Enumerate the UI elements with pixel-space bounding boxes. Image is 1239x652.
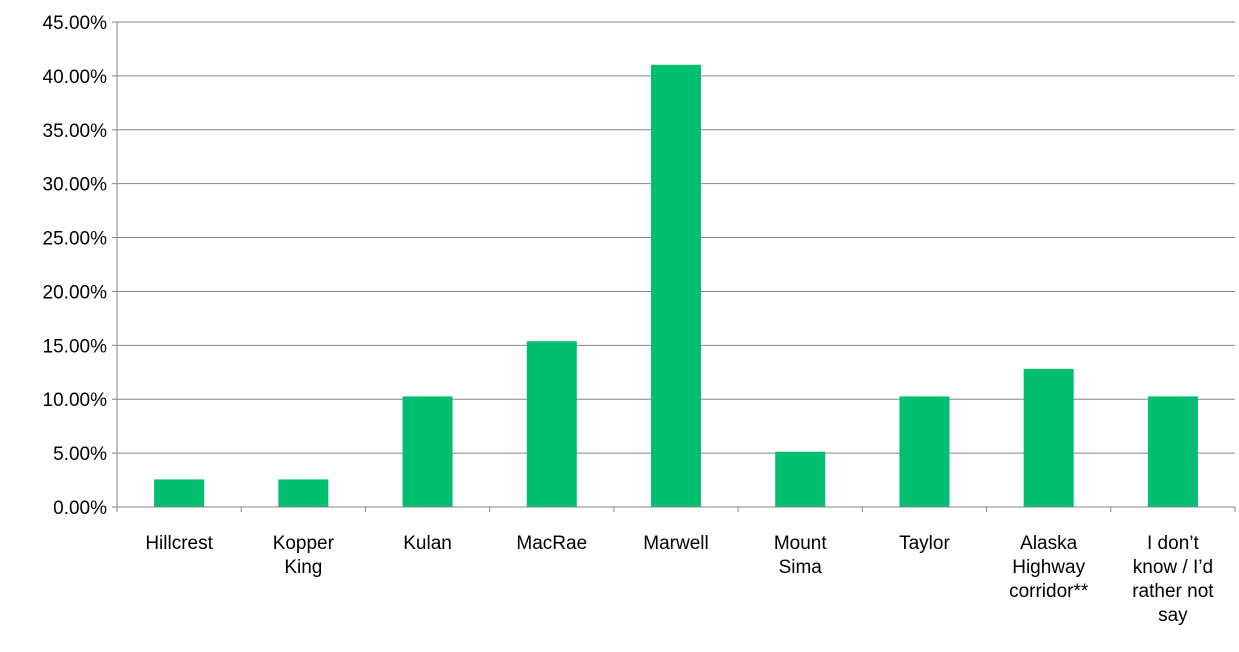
y-tick-label: 20.00% [43,282,108,303]
x-category-label-line: Kopper [273,533,335,554]
bar [278,479,329,507]
x-category-label: Kopper King [273,533,335,578]
x-category-label-line: Mount [774,533,828,554]
y-tick-label: 5.00% [53,444,107,465]
x-axis-category-labels: Hillcrest Kopper King Kulan MacRae Marwell Mou… [145,533,1214,626]
x-category-label-line: Hillcrest [145,533,213,554]
x-category-label-line: King [284,557,322,578]
x-category-label-line: know / I’d [1133,557,1213,578]
x-category-label-line: Alaska [1020,533,1077,554]
bar [775,451,826,507]
x-category-label-line: corridor** [1009,581,1089,602]
bar [526,341,577,507]
x-category-label-line: say [1158,605,1188,626]
axes [112,21,1236,512]
y-tick-label: 30.00% [43,175,108,196]
bar [1023,368,1074,507]
bars [154,64,1198,507]
y-tick-label: 45.00% [43,13,108,34]
x-category-label: Hillcrest [145,533,213,554]
x-category-label: MacRae [516,533,587,554]
bar [899,396,950,507]
x-category-label-line: MacRae [516,533,587,554]
y-tick-label: 40.00% [43,67,108,88]
x-category-label: Mount Sima [774,533,828,578]
x-category-label-line: rather not [1132,581,1214,602]
x-category-label-line: Marwell [643,533,708,554]
x-category-label-line: I don’t [1147,533,1199,554]
bar [651,64,701,507]
x-category-label: I don’t know / I’d rather not say [1132,533,1214,626]
x-category-label-line: Highway [1012,557,1085,578]
x-category-label: Kulan [403,533,452,554]
x-category-label-line: Taylor [899,533,950,554]
x-category-label-line: Kulan [403,533,452,554]
x-category-label: Marwell [643,533,708,554]
y-tick-label: 35.00% [43,121,108,142]
bar [154,479,205,507]
y-tick-label: 0.00% [53,498,107,519]
x-category-label: Alaska Highway corridor** [1009,533,1089,602]
y-tick-label: 25.00% [43,229,108,250]
bar [1147,396,1198,507]
y-tick-label: 15.00% [43,336,108,357]
y-axis-tick-labels: 0.00% 5.00% 10.00% 15.00% 20.00% 25.00% 30.00%… [43,13,108,519]
x-category-label-line: Sima [779,557,823,578]
x-category-label: Taylor [899,533,950,554]
bar [402,396,453,507]
y-tick-label: 10.00% [43,390,108,411]
